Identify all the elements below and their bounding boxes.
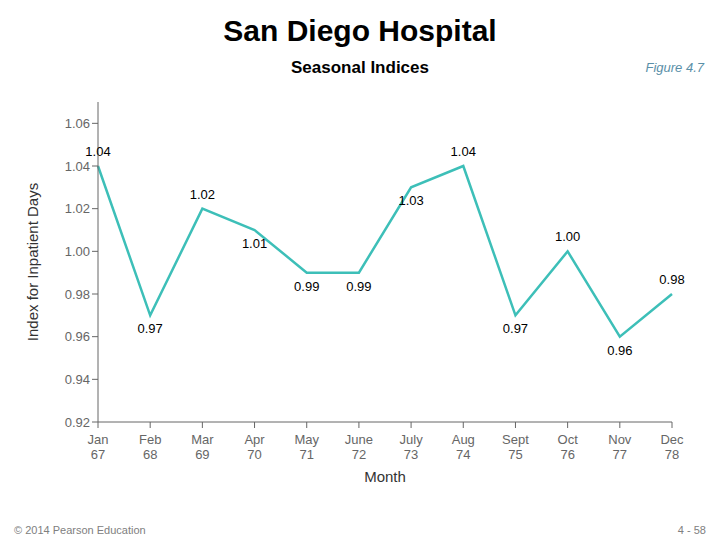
html-text:Figure 4.7: Figure 4.7 <box>645 60 704 75</box>
svg-text:0.99: 0.99 <box>294 279 319 294</box>
svg-text:0.96: 0.96 <box>65 329 90 344</box>
svg-text:Jan67: Jan67 <box>88 432 109 462</box>
svg-text:Nov77: Nov77 <box>608 432 632 462</box>
svg-text:1.06: 1.06 <box>65 116 90 131</box>
svg-text:Mar69: Mar69 <box>191 432 214 462</box>
svg-text:Index for Inpatient Days: Index for Inpatient Days <box>24 183 41 341</box>
svg-text:Apr70: Apr70 <box>244 432 265 462</box>
svg-text:June72: June72 <box>345 432 373 462</box>
svg-text:0.98: 0.98 <box>659 272 684 287</box>
svg-text:Oct76: Oct76 <box>558 432 579 462</box>
html-text:4 - 58: 4 - 58 <box>677 524 706 536</box>
html-text:Seasonal Indices: Seasonal Indices <box>291 58 429 77</box>
svg-text:Month: Month <box>364 468 406 485</box>
svg-text:Feb68: Feb68 <box>139 432 161 462</box>
svg-text:1.03: 1.03 <box>398 193 423 208</box>
svg-text:May71: May71 <box>294 432 319 462</box>
svg-text:1.04: 1.04 <box>451 144 476 159</box>
svg-text:0.97: 0.97 <box>138 321 163 336</box>
svg-text:Sept75: Sept75 <box>502 432 529 462</box>
svg-text:1.04: 1.04 <box>65 159 90 174</box>
svg-text:1.00: 1.00 <box>65 244 90 259</box>
svg-text:July73: July73 <box>400 432 424 462</box>
svg-text:0.98: 0.98 <box>65 287 90 302</box>
svg-text:1.02: 1.02 <box>65 201 90 216</box>
html-text:© 2014 Pearson Education: © 2014 Pearson Education <box>14 524 146 536</box>
svg-text:0.94: 0.94 <box>65 372 90 387</box>
html-text:San Diego Hospital: San Diego Hospital <box>223 14 497 47</box>
svg-text:1.00: 1.00 <box>555 229 580 244</box>
svg-text:0.96: 0.96 <box>607 343 632 358</box>
svg-text:1.02: 1.02 <box>190 187 215 202</box>
svg-text:0.92: 0.92 <box>65 415 90 430</box>
svg-text:0.97: 0.97 <box>503 321 528 336</box>
svg-text:1.01: 1.01 <box>242 236 267 251</box>
svg-text:Dec78: Dec78 <box>660 432 684 462</box>
svg-text:1.04: 1.04 <box>85 144 110 159</box>
svg-text:Aug74: Aug74 <box>452 432 475 462</box>
svg-text:0.99: 0.99 <box>346 279 371 294</box>
